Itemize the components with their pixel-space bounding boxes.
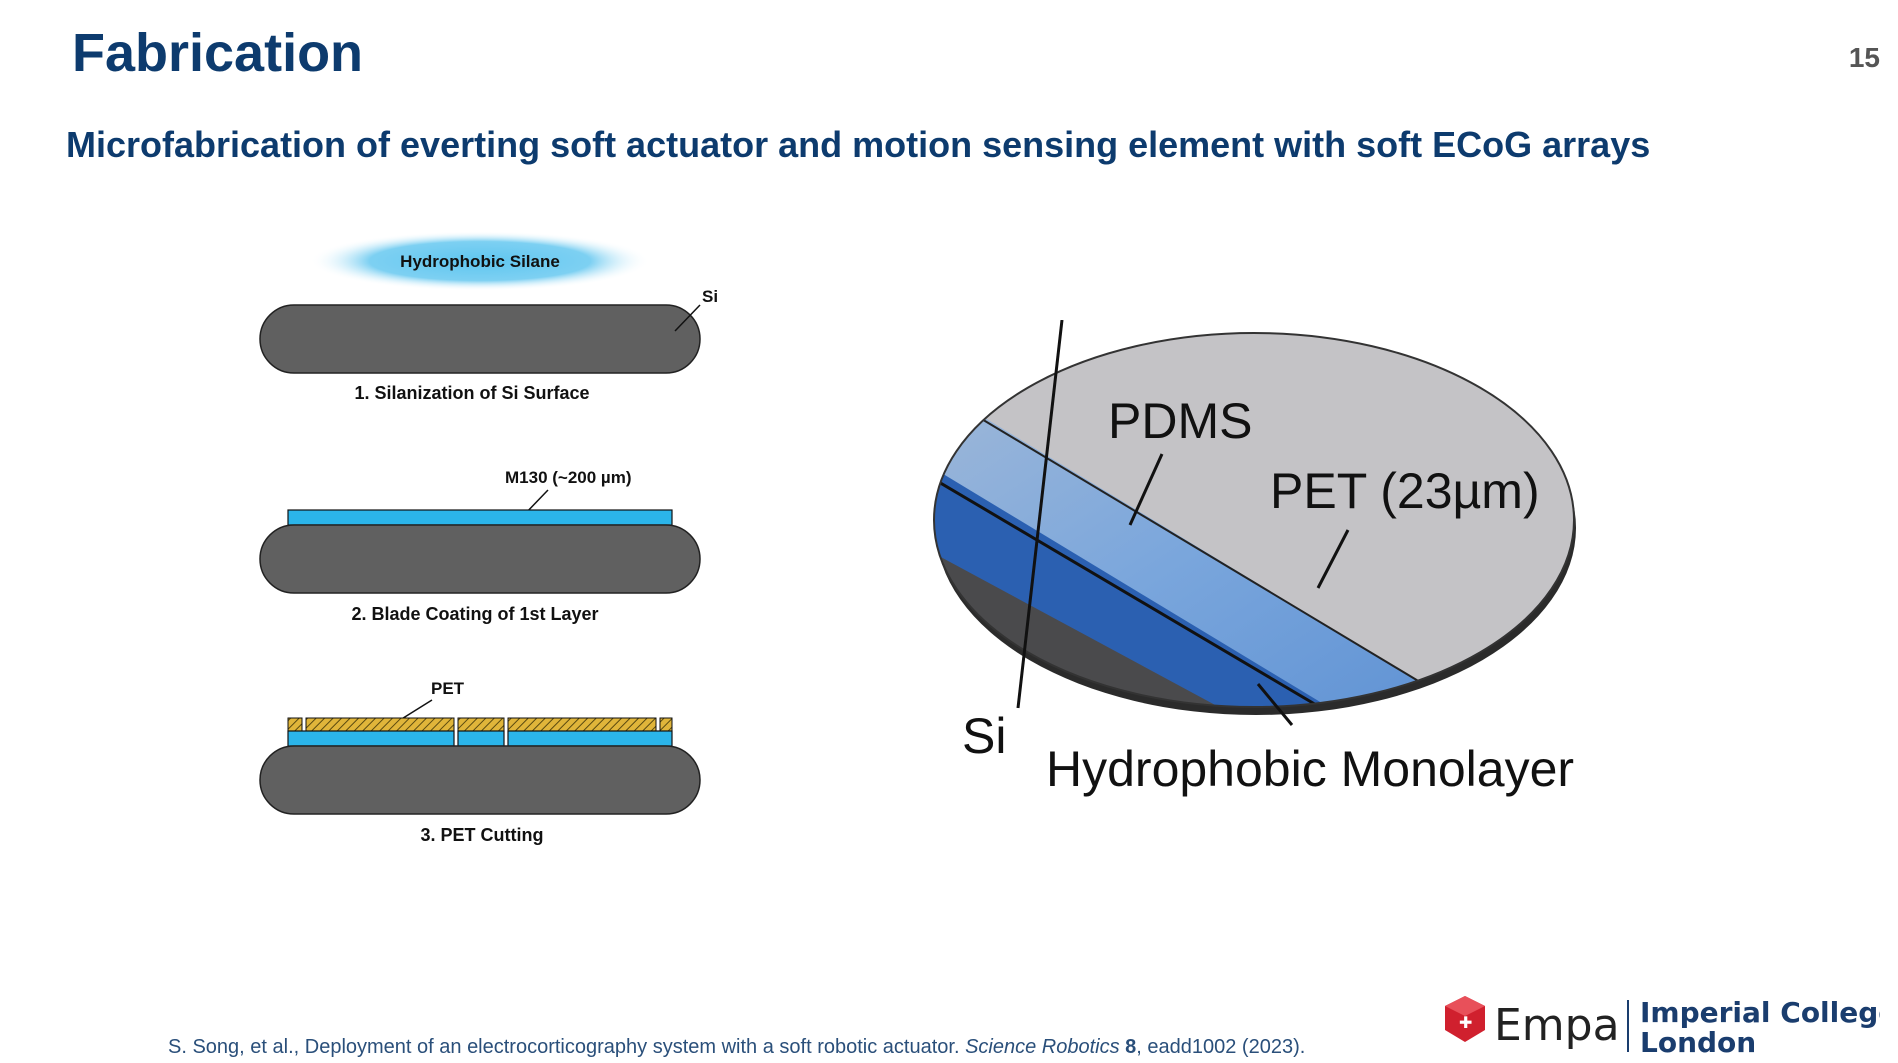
- si-label-right: Si: [962, 708, 1006, 764]
- citation: S. Song, et al., Deployment of an electr…: [168, 1036, 1305, 1059]
- imperial-line1: Imperial College: [1640, 996, 1880, 1029]
- citation-journal: Science Robotics: [965, 1036, 1120, 1058]
- pdms-label: PDMS: [1108, 393, 1252, 449]
- pet-pointer-line: [399, 699, 433, 721]
- monolayer-pointer-line: [1256, 683, 1294, 726]
- si-wafer-1: [259, 304, 701, 374]
- pet-pointer-line-right: [1316, 529, 1350, 589]
- strip-boundary-1: [974, 414, 1426, 686]
- empa-wordmark: Empa: [1494, 1000, 1620, 1051]
- step-3-group: PET 3. PET Cutting: [259, 679, 701, 845]
- si-wafer-2: [259, 524, 701, 594]
- m130-label: M130 (~200 µm): [505, 468, 632, 487]
- imperial-line2: London: [1640, 1026, 1756, 1059]
- fabrication-steps-diagram: Hydrophobic Silane Si 1. Silanization of…: [259, 231, 718, 845]
- empa-logo: ✚ Empa: [1445, 996, 1620, 1051]
- monolayer-label: Hydrophobic Monolayer: [1046, 741, 1574, 797]
- step-2-label: 2. Blade Coating of 1st Layer: [351, 604, 598, 624]
- step-2-group: M130 (~200 µm) 2. Blade Coating of 1st L…: [259, 468, 701, 624]
- step-3-label: 3. PET Cutting: [421, 825, 544, 845]
- pet-label: PET: [431, 679, 465, 698]
- m130-coating-layer: [287, 509, 673, 526]
- coating-segment-1: [287, 730, 455, 747]
- citation-volume: 8: [1125, 1036, 1137, 1058]
- wafer-outline: [933, 332, 1575, 708]
- slide-subtitle: Microfabrication of everting soft actuat…: [66, 124, 1651, 165]
- wafer-illustration: PDMS PET (23µm) Si Hydrophobic Monolayer: [933, 320, 1576, 797]
- step-1-label: 1. Silanization of Si Surface: [354, 383, 589, 403]
- coating-segment-3: [507, 730, 673, 747]
- pet-segment-3: [457, 717, 505, 732]
- citation-authors: S. Song, et al., Deployment of an electr…: [168, 1036, 966, 1058]
- si-label: Si: [702, 287, 718, 306]
- empa-cross-icon: ✚: [1459, 1013, 1472, 1032]
- step-1-group: Hydrophobic Silane Si 1. Silanization of…: [259, 231, 718, 403]
- pet-segment-5: [659, 717, 673, 732]
- strip-boundary-2: [934, 463, 1346, 707]
- partner-logos: ✚ Empa Imperial College London: [1445, 996, 1880, 1059]
- pdms-pointer-line: [1128, 453, 1164, 526]
- slide-title: Fabrication: [72, 23, 364, 83]
- silane-label: Hydrophobic Silane: [400, 252, 560, 271]
- pet-segment-4: [507, 717, 657, 732]
- si-pointer-line: [674, 304, 701, 332]
- pet-segment-1: [287, 717, 303, 732]
- si-wafer-3: [259, 745, 701, 815]
- empa-cube-top: [1445, 996, 1485, 1016]
- page-number: 15: [1848, 42, 1880, 73]
- coating-segment-2: [457, 730, 505, 747]
- pet-segment-2: [305, 717, 455, 732]
- pet-thickness-label: PET (23µm): [1270, 463, 1540, 519]
- silane-cloud: [310, 231, 650, 291]
- citation-rest: , eadd1002 (2023).: [1136, 1036, 1306, 1058]
- si-pointer-line-right: [1016, 320, 1064, 709]
